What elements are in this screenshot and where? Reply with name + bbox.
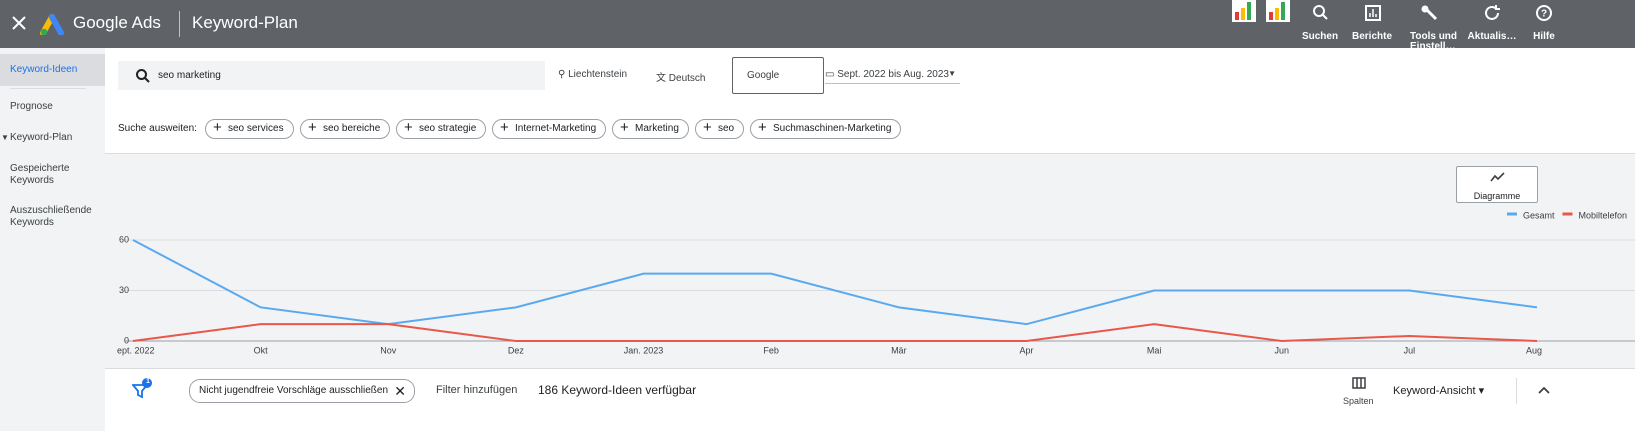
expand-chip[interactable]: seo bereiche [300,119,391,139]
filter-badge: 1 [146,378,150,385]
search-panel: seo marketing ⚲ Liechtenstein 文 Deutsch … [105,48,1635,154]
legend-label: Mobiltelefon [1578,210,1627,220]
date-text: Sept. 2022 bis Aug. 2023 [837,69,949,80]
chart-button-label: Diagramme [1473,191,1521,201]
network-text: Google [747,70,780,81]
search-icon [136,69,150,83]
sidebar-item[interactable]: Keyword-Plan [10,132,73,143]
legend-label: Gesamt [1523,210,1555,220]
language-text: Deutsch [668,73,706,84]
y-tick-label: 30 [119,285,129,295]
expand-chip[interactable]: seo strategie [396,119,487,139]
search-box[interactable]: seo marketing [118,61,545,90]
page-title: Keyword-Plan [192,13,298,32]
x-tick-label: ept. 2022 [117,345,155,355]
top-bar: Google Ads Keyword-Plan ? Suchen Bericht… [0,0,1635,52]
chart-panel: Diagramme 0 30 60 ept. 2022 Okt Nov Dez Jan. 20… [105,154,1635,368]
add-filter[interactable]: Filter hinzufügen [436,384,518,396]
view-select[interactable]: Keyword-Ansicht ▾ [1393,385,1485,397]
date-range[interactable]: ▭ Sept. 2022 bis Aug. 2023 ▼ [825,69,960,84]
sidebar-item[interactable]: Keyword-Ideen [10,64,78,75]
x-tick-label: Mai [1147,345,1162,355]
x-tick-label: Feb [763,345,779,355]
view-text: Keyword-Ansicht [1393,385,1476,397]
chart-icon [1490,172,1505,182]
x-tick-label: Jun [1274,345,1289,355]
x-tick-label: Aug [1526,345,1542,355]
active-item [0,54,105,86]
product-name: Google Ads [73,13,161,32]
x-tick-label: Jan. 2023 [624,345,664,355]
network[interactable]: Google [732,57,824,94]
x-tick-label: Nov [380,345,397,355]
divider [1516,378,1517,404]
sidebar-item[interactable]: Gespeicherte Keywords [10,163,70,186]
logo [40,14,64,35]
nav-tools[interactable]: Tools und Einstell… [1410,31,1458,52]
close-icon[interactable] [12,16,26,30]
nav-icons: ? [1313,5,1552,21]
svg-text:?: ? [1541,9,1547,20]
x-tick-label: Dez [508,345,525,355]
result-count: 186 Keyword-Ideen verfügbar [538,383,697,397]
sidebar: Keyword-Ideen Prognose ▼ Keyword-Plan Ge… [0,48,105,431]
expand-chip[interactable]: Marketing [612,119,689,139]
divider [10,88,86,89]
sidebar-item[interactable]: Auszuschließende Keywords [10,205,92,228]
chart-button[interactable]: Diagramme [1456,166,1538,203]
filter-chip[interactable]: Nicht jugendfreie Vorschläge ausschließe… [189,379,415,403]
expand-chip[interactable]: Internet-Marketing [492,119,607,139]
filter-chip-text: Nicht jugendfreie Vorschläge ausschließe… [199,385,388,396]
expand-chip[interactable]: seo services [205,119,294,139]
sidebar-item[interactable]: Prognose [10,101,53,112]
x-tick-label: Apr [1019,345,1033,355]
expand-label: Suche ausweiten: [118,123,197,134]
extension-icons[interactable] [1232,0,1292,22]
nav-help[interactable]: Hilfe [1533,31,1555,42]
location[interactable]: ⚲ Liechtenstein [558,69,628,80]
search-query: seo marketing [158,70,221,81]
x-tick-label: Mär [891,345,907,355]
language[interactable]: 文 Deutsch [656,73,706,84]
nav-search[interactable]: Suchen [1301,31,1339,42]
location-text: Liechtenstein [568,69,628,80]
caret: ▼ [1,133,9,142]
series-line [132,239,1538,326]
divider [179,11,180,37]
series-line [132,323,1538,343]
x-tick-label: Okt [254,345,269,355]
x-tick-label: Jul [1404,345,1416,355]
bottom-bar: 1 Nicht jugendfreie Vorschläge ausschlie… [105,368,1635,414]
y-tick-label: 60 [119,234,129,244]
columns-icon [1352,377,1366,389]
expand-chip[interactable]: seo [695,119,745,139]
nav-refresh[interactable]: Aktualis… [1467,31,1517,42]
collapse-icon[interactable] [1538,386,1550,394]
filter-icon[interactable] [132,378,154,400]
columns-button[interactable]: Spalten [1343,396,1374,406]
nav-reports[interactable]: Berichte [1351,31,1392,42]
chart: 0 30 60 ept. 2022 Okt Nov Dez Jan. 2023 Feb Mär Ap… [117,210,1635,355]
y-tick-label: 0 [124,335,129,345]
expand-chip[interactable]: Suchmaschinen-Marketing [750,119,902,139]
